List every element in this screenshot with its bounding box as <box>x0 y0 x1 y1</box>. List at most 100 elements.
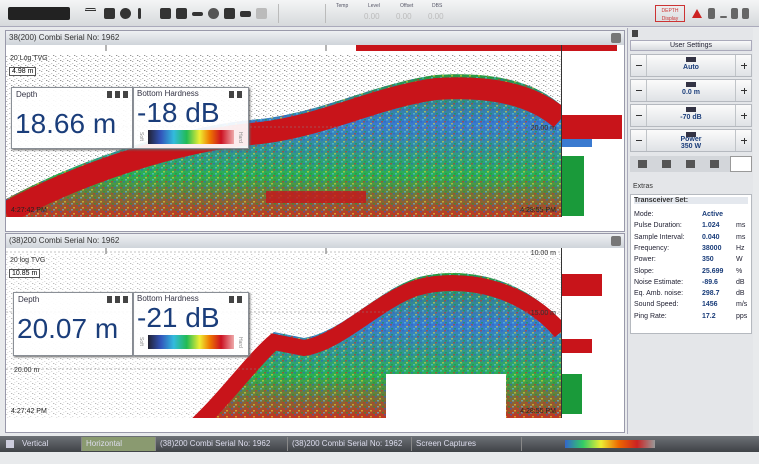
tool-button[interactable] <box>120 8 131 19</box>
hard-label: Hard <box>237 132 243 143</box>
rock-zone <box>386 374 506 420</box>
tool-button[interactable] <box>224 8 235 19</box>
taskbar-tab[interactable]: Horizontal <box>82 437 156 451</box>
tool-button[interactable] <box>256 8 267 19</box>
tool-button[interactable] <box>104 8 115 19</box>
hardness-title: Bottom Hardness <box>137 294 199 303</box>
minus-button[interactable] <box>631 55 647 76</box>
hardness-scale <box>148 130 234 144</box>
tab-icon[interactable] <box>686 160 695 168</box>
time-start: 4:27:42 PM <box>11 207 47 214</box>
widget-buttons[interactable] <box>107 296 129 303</box>
row-label: Slope: <box>634 267 654 275</box>
tool-button[interactable] <box>240 11 251 17</box>
row-label: Pulse Duration: <box>634 222 682 230</box>
row-unit: W <box>736 256 743 264</box>
row-value: Active <box>702 211 724 218</box>
tool-button[interactable] <box>85 8 96 19</box>
transceiver-row: Pulse Duration: 1.024 ms <box>632 222 748 233</box>
depth-marker: 20.00 m <box>531 125 556 132</box>
row-value: -89.6 <box>702 278 718 286</box>
minus-button[interactable] <box>631 105 647 126</box>
tvg-label: 20 log TVG <box>10 257 46 264</box>
plus-glyph <box>743 112 745 119</box>
tool-button[interactable] <box>160 8 171 19</box>
tab-icon[interactable] <box>662 160 671 168</box>
toolbar: Temp Level Offset DBS 0.00 0.00 0.00 DEP… <box>0 0 759 27</box>
transceiver-row: Power: 350 W <box>632 256 748 267</box>
control-icon <box>686 82 696 87</box>
echogram-panel: (38)200 Combi Serial No: 1962 10.00 m 15.0… <box>5 233 625 438</box>
histogram-bar <box>562 274 602 296</box>
window-button[interactable] <box>731 8 738 19</box>
depth-widget: Depth 20.07 m <box>13 292 133 356</box>
plus-button[interactable] <box>735 55 751 76</box>
start-button[interactable] <box>6 440 14 448</box>
depth-value: 20.07 m <box>17 313 119 344</box>
histogram-bar <box>562 374 582 414</box>
plus-button[interactable] <box>735 130 751 151</box>
transceiver-row: Ping Rate: 17.2 pps <box>632 313 748 324</box>
tab-icon[interactable] <box>638 160 647 168</box>
row-label: Sample Interval: <box>634 233 685 241</box>
time-start: 4:27:42 PM <box>11 408 47 415</box>
plus-button[interactable] <box>735 80 751 101</box>
taskbar-tab[interactable]: Screen Captures <box>412 437 522 451</box>
taskbar-tab[interactable]: (38)200 Combi Serial No: 1962 <box>156 437 288 451</box>
time-end: 4:28:55 PM <box>520 408 556 415</box>
plus-button[interactable] <box>735 105 751 126</box>
widget-buttons[interactable] <box>229 296 245 303</box>
row-unit: pps <box>736 312 748 320</box>
tool-button[interactable] <box>176 8 187 19</box>
histogram-bar <box>562 139 592 147</box>
row-unit: dB <box>736 278 745 286</box>
minus-glyph <box>636 140 642 141</box>
taskbar-tab[interactable]: Vertical <box>18 437 82 451</box>
control-icon <box>686 107 696 112</box>
minus-button[interactable] <box>631 130 647 151</box>
soft-label: Soft <box>138 132 144 141</box>
row-value: 25.699 <box>702 267 724 275</box>
depth-value: 18.66 m <box>15 108 117 139</box>
control: -70 dB <box>630 104 752 127</box>
control-label: 350 W <box>680 143 702 150</box>
side-icon[interactable] <box>632 30 638 37</box>
bottom-echo <box>185 275 568 437</box>
panel-title: (38)200 Combi Serial No: 1962 <box>6 234 624 248</box>
hardness-value: -18 dB <box>137 97 220 128</box>
close-button[interactable] <box>611 236 621 246</box>
row-label: Eq. Amb. noise: <box>634 290 684 298</box>
minus-glyph <box>636 65 642 66</box>
row-unit: ms <box>736 233 746 241</box>
hardness-title: Bottom Hardness <box>137 89 199 98</box>
transceiver-row: Sound Speed: 1456 m/s <box>632 301 748 312</box>
tab-icon[interactable] <box>710 160 719 168</box>
window-button[interactable] <box>742 8 749 19</box>
control-label: -70 dB <box>680 114 702 121</box>
widget-buttons[interactable] <box>229 91 245 98</box>
minus-button[interactable] <box>631 80 647 101</box>
tab-icon[interactable] <box>730 156 752 172</box>
window-button[interactable] <box>720 16 727 18</box>
tool-button[interactable] <box>192 12 203 16</box>
transceiver-row: Sample Interval: 0.040 ms <box>632 234 748 245</box>
hardness-widget: Bottom Hardness -21 dB Soft Hard <box>133 292 249 356</box>
coord-box <box>278 4 326 23</box>
color-strip <box>565 440 655 448</box>
widget-buttons[interactable] <box>107 91 129 98</box>
tool-button[interactable] <box>208 8 219 19</box>
row-value: 1.024 <box>702 222 720 230</box>
taskbar-tab[interactable]: (38)200 Combi Serial No: 1962 <box>288 437 412 451</box>
tool-button[interactable] <box>138 8 141 19</box>
minus-glyph <box>636 90 642 91</box>
user-settings-button[interactable]: User Settings <box>630 40 752 51</box>
close-button[interactable] <box>611 33 621 43</box>
range-box: 10.85 m <box>9 269 41 278</box>
hardness-scale <box>148 335 234 349</box>
window-button[interactable] <box>708 8 715 19</box>
control-label: Power <box>680 136 702 143</box>
transceiver-row: Noise Estimate: -89.6 dB <box>632 279 748 290</box>
alarm-icon[interactable] <box>692 9 702 18</box>
depth-display-button[interactable]: DEPTH Display <box>655 5 685 22</box>
row-value: 0.040 <box>702 233 720 241</box>
